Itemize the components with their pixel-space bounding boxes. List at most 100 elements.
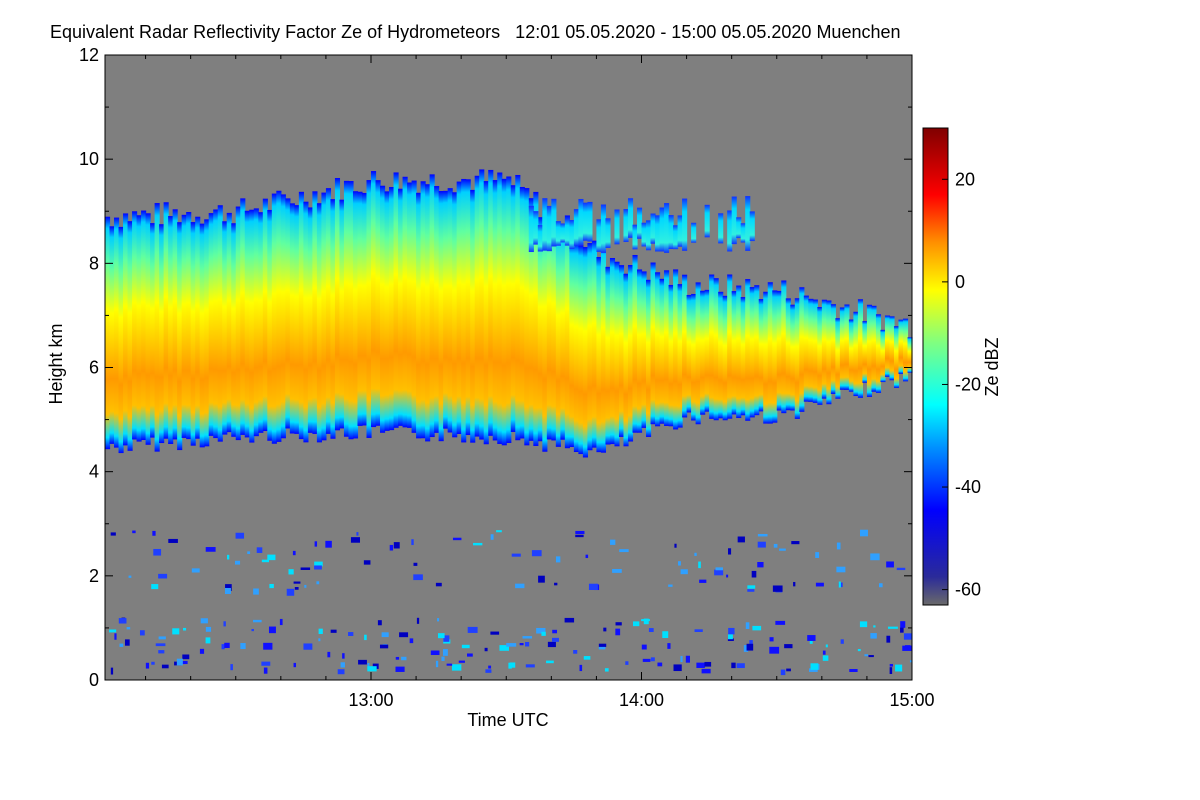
echo-patch bbox=[256, 547, 263, 553]
cloud-column bbox=[839, 307, 845, 390]
cloud-column bbox=[289, 203, 295, 434]
echo-patch bbox=[499, 645, 509, 651]
echo-patch bbox=[152, 530, 156, 536]
cloud-column bbox=[880, 329, 886, 383]
cloud-column bbox=[893, 326, 900, 388]
cloud-column bbox=[749, 287, 755, 418]
echo-patch bbox=[625, 661, 629, 665]
cloud-column bbox=[443, 190, 449, 429]
x-tick-label: 13:00 bbox=[348, 690, 393, 710]
echo-patch bbox=[773, 543, 778, 548]
echo-patch bbox=[815, 582, 824, 587]
echo-patch bbox=[205, 637, 211, 644]
cloud-column bbox=[632, 254, 638, 433]
cloud-column bbox=[235, 206, 241, 441]
echo-patch bbox=[348, 632, 354, 636]
echo-patch bbox=[263, 642, 273, 650]
echo-patch bbox=[253, 619, 262, 623]
cloud-column bbox=[276, 190, 282, 442]
cloud-column bbox=[884, 315, 891, 377]
echo-patch bbox=[340, 662, 345, 668]
cloud-column bbox=[416, 192, 422, 439]
cloud-column bbox=[483, 181, 489, 445]
echo-patch bbox=[714, 569, 724, 576]
cloud-column bbox=[790, 304, 796, 411]
cloud-column bbox=[343, 180, 350, 437]
echo-patch bbox=[451, 664, 462, 671]
echo-patch bbox=[864, 654, 869, 657]
upper-cloud-column bbox=[655, 215, 661, 252]
echo-patch bbox=[610, 539, 616, 545]
echo-patch bbox=[779, 548, 786, 551]
cloud-column bbox=[515, 174, 521, 441]
cloud-column bbox=[700, 290, 706, 415]
cloud-column bbox=[465, 179, 471, 436]
echo-patch bbox=[224, 587, 231, 594]
cloud-column bbox=[452, 192, 458, 438]
echo-patch bbox=[900, 621, 906, 628]
cloud-column bbox=[330, 199, 336, 439]
echo-patch bbox=[736, 663, 745, 669]
upper-cloud-column bbox=[731, 196, 737, 245]
cloud-column bbox=[217, 205, 223, 442]
echo-patch bbox=[303, 643, 313, 650]
echo-patch bbox=[158, 650, 165, 654]
cloud-column bbox=[754, 285, 760, 416]
cloud-column bbox=[636, 269, 643, 433]
echo-patch bbox=[909, 660, 912, 663]
main-cloud-layer bbox=[105, 169, 913, 458]
echo-patch bbox=[784, 644, 793, 649]
cloud-column bbox=[641, 271, 647, 428]
cloud-column bbox=[627, 264, 634, 442]
echo-patch bbox=[263, 667, 268, 674]
echo-patch bbox=[547, 641, 556, 648]
echo-patch bbox=[536, 627, 546, 634]
upper-cloud-column bbox=[641, 222, 647, 247]
upper-cloud-column bbox=[668, 215, 674, 250]
echo-patch bbox=[886, 561, 894, 568]
echo-patch bbox=[437, 633, 445, 639]
echo-patch bbox=[168, 538, 178, 543]
cloud-column bbox=[898, 319, 904, 374]
echo-patch bbox=[161, 664, 169, 669]
echo-patch bbox=[546, 660, 554, 664]
cloud-column bbox=[528, 198, 534, 441]
echo-patch bbox=[401, 656, 407, 661]
echo-patch bbox=[389, 544, 394, 551]
echo-patch bbox=[749, 640, 753, 647]
echo-patch bbox=[615, 628, 621, 636]
cloud-column bbox=[348, 181, 354, 440]
echo-patch bbox=[632, 621, 640, 627]
cloud-column bbox=[817, 307, 823, 405]
cloud-column bbox=[222, 221, 228, 435]
echo-patch bbox=[579, 664, 583, 672]
cloud-column bbox=[172, 209, 178, 440]
upper-cloud-column bbox=[596, 219, 602, 252]
cloud-column bbox=[691, 293, 697, 421]
echo-patch bbox=[887, 626, 898, 629]
echo-patch bbox=[286, 588, 295, 596]
cloud-column bbox=[384, 191, 390, 431]
echo-patch bbox=[490, 631, 500, 635]
cloud-column bbox=[199, 223, 205, 448]
cloud-column bbox=[763, 291, 769, 424]
cloud-column bbox=[578, 245, 584, 455]
cloud-column bbox=[875, 314, 882, 393]
echo-patch bbox=[836, 566, 846, 573]
upper-cloud-column bbox=[677, 215, 683, 247]
cloud-column bbox=[258, 212, 264, 433]
cloud-column bbox=[803, 295, 809, 402]
echo-patch bbox=[145, 662, 150, 669]
cloud-column bbox=[226, 212, 232, 433]
cloud-column bbox=[339, 199, 345, 429]
y-tick-label: 10 bbox=[79, 149, 99, 169]
cloud-column bbox=[334, 178, 341, 431]
upper-cloud-column bbox=[646, 220, 652, 251]
cloud-column bbox=[835, 318, 841, 399]
echo-patch bbox=[151, 584, 159, 590]
echo-patch bbox=[575, 534, 584, 538]
y-tick-label: 0 bbox=[89, 670, 99, 690]
upper-cloud-column bbox=[745, 196, 751, 251]
cloud-column bbox=[470, 189, 476, 443]
cloud-column bbox=[506, 176, 512, 443]
